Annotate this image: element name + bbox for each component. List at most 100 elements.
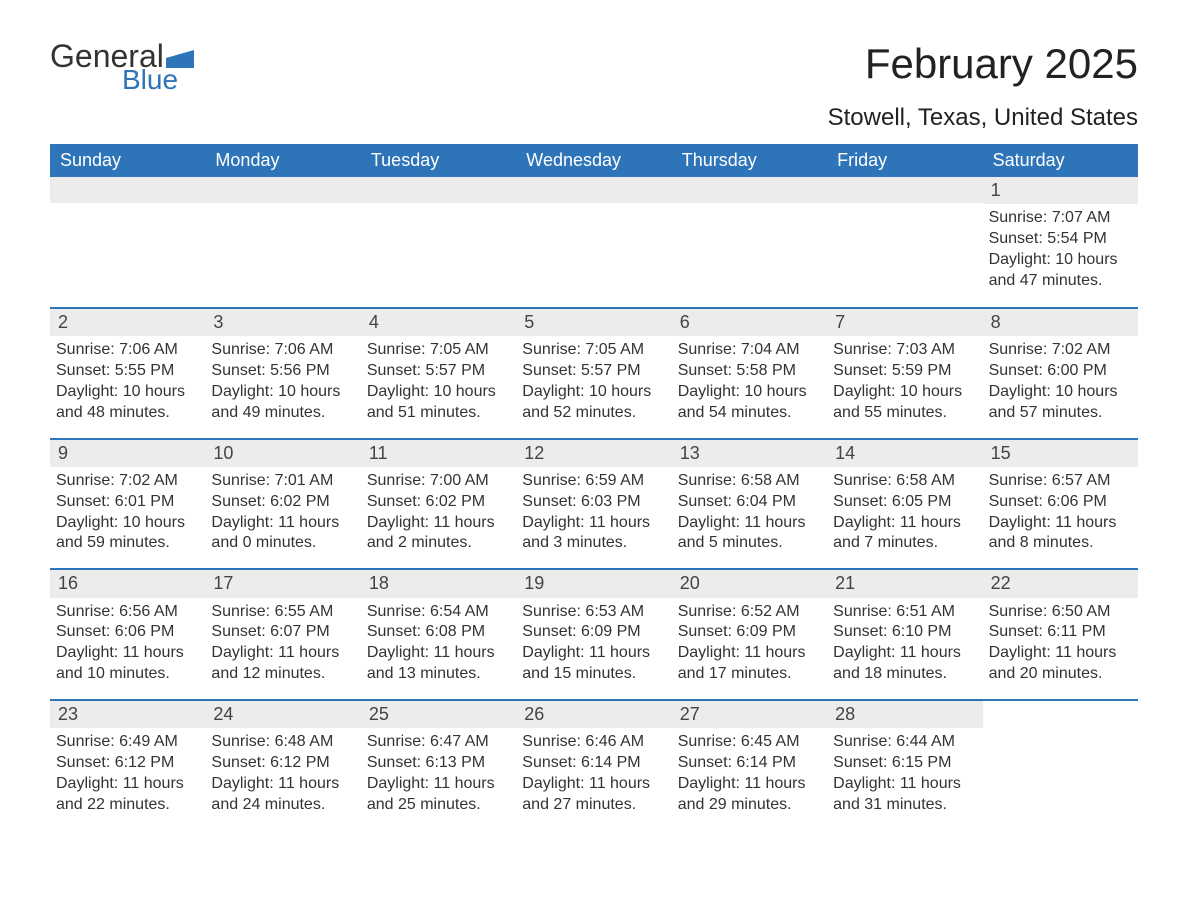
logo: General Blue xyxy=(50,40,194,94)
sunset-text: Sunset: 6:09 PM xyxy=(678,622,821,643)
week-row: 2Sunrise: 7:06 AMSunset: 5:55 PMDaylight… xyxy=(50,307,1138,438)
day-number: 16 xyxy=(50,570,205,597)
day-number: 5 xyxy=(516,309,671,336)
day-cell: 6 Sunrise: 7:04 AMSunset: 5:58 PMDaylight… xyxy=(672,309,827,438)
day-cell: 27Sunrise: 6:45 AMSunset: 6:14 PMDayligh… xyxy=(672,701,827,830)
day-body: Sunrise: 7:06 AMSunset: 5:55 PMDaylight:… xyxy=(50,336,205,437)
sunrise-text: Sunrise: 6:59 AM xyxy=(522,471,665,492)
day-number: 6 xyxy=(672,309,827,336)
daylight-text: Daylight: 11 hours and 22 minutes. xyxy=(56,774,199,816)
day-cell xyxy=(205,177,360,307)
day-cell xyxy=(516,177,671,307)
daylight-text: Daylight: 11 hours and 0 minutes. xyxy=(211,513,354,555)
daylight-text: Daylight: 11 hours and 29 minutes. xyxy=(678,774,821,816)
weekday-header: Thursday xyxy=(672,144,827,177)
sunset-text: Sunset: 6:08 PM xyxy=(367,622,510,643)
day-body: Sunrise: 6:54 AMSunset: 6:08 PMDaylight:… xyxy=(361,598,516,699)
sunrise-text: Sunrise: 6:52 AM xyxy=(678,602,821,623)
day-body: Sunrise: 7:05 AMSunset: 5:57 PMDaylight:… xyxy=(361,336,516,437)
sunset-text: Sunset: 6:06 PM xyxy=(989,492,1132,513)
daylight-text: Daylight: 10 hours and 57 minutes. xyxy=(989,382,1132,424)
day-number: 28 xyxy=(827,701,982,728)
sunrise-text: Sunrise: 7:06 AM xyxy=(56,340,199,361)
sunset-text: Sunset: 6:12 PM xyxy=(211,753,354,774)
calendar: Sunday Monday Tuesday Wednesday Thursday… xyxy=(50,144,1138,829)
day-cell: 22Sunrise: 6:50 AMSunset: 6:11 PMDayligh… xyxy=(983,570,1138,699)
sunrise-text: Sunrise: 6:49 AM xyxy=(56,732,199,753)
day-number-empty xyxy=(205,177,360,203)
sunrise-text: Sunrise: 7:05 AM xyxy=(522,340,665,361)
day-cell: 20Sunrise: 6:52 AMSunset: 6:09 PMDayligh… xyxy=(672,570,827,699)
day-body: Sunrise: 6:58 AMSunset: 6:05 PMDaylight:… xyxy=(827,467,982,568)
sunset-text: Sunset: 6:09 PM xyxy=(522,622,665,643)
day-number: 12 xyxy=(516,440,671,467)
sunset-text: Sunset: 6:12 PM xyxy=(56,753,199,774)
sunrise-text: Sunrise: 6:53 AM xyxy=(522,602,665,623)
sunrise-text: Sunrise: 6:51 AM xyxy=(833,602,976,623)
sunset-text: Sunset: 5:57 PM xyxy=(522,361,665,382)
day-cell xyxy=(361,177,516,307)
weekday-header: Saturday xyxy=(983,144,1138,177)
day-number: 7 xyxy=(827,309,982,336)
day-number: 3 xyxy=(205,309,360,336)
daylight-text: Daylight: 10 hours and 54 minutes. xyxy=(678,382,821,424)
sunrise-text: Sunrise: 7:07 AM xyxy=(989,208,1132,229)
sunset-text: Sunset: 6:10 PM xyxy=(833,622,976,643)
day-body: Sunrise: 6:52 AMSunset: 6:09 PMDaylight:… xyxy=(672,598,827,699)
day-cell: 14Sunrise: 6:58 AMSunset: 6:05 PMDayligh… xyxy=(827,440,982,569)
sunrise-text: Sunrise: 6:55 AM xyxy=(211,602,354,623)
weekday-header: Wednesday xyxy=(516,144,671,177)
daylight-text: Daylight: 11 hours and 3 minutes. xyxy=(522,513,665,555)
daylight-text: Daylight: 10 hours and 52 minutes. xyxy=(522,382,665,424)
day-number: 19 xyxy=(516,570,671,597)
daylight-text: Daylight: 11 hours and 10 minutes. xyxy=(56,643,199,685)
day-cell: 1Sunrise: 7:07 AMSunset: 5:54 PMDaylight… xyxy=(983,177,1138,307)
daylight-text: Daylight: 11 hours and 20 minutes. xyxy=(989,643,1132,685)
weekday-header: Friday xyxy=(827,144,982,177)
day-cell: 18Sunrise: 6:54 AMSunset: 6:08 PMDayligh… xyxy=(361,570,516,699)
week-row: 23Sunrise: 6:49 AMSunset: 6:12 PMDayligh… xyxy=(50,699,1138,830)
day-cell: 15Sunrise: 6:57 AMSunset: 6:06 PMDayligh… xyxy=(983,440,1138,569)
sunrise-text: Sunrise: 6:58 AM xyxy=(833,471,976,492)
sunrise-text: Sunrise: 6:46 AM xyxy=(522,732,665,753)
sunset-text: Sunset: 5:54 PM xyxy=(989,229,1132,250)
day-body: Sunrise: 7:02 AMSunset: 6:01 PMDaylight:… xyxy=(50,467,205,568)
day-cell: 16Sunrise: 6:56 AMSunset: 6:06 PMDayligh… xyxy=(50,570,205,699)
sunset-text: Sunset: 5:58 PM xyxy=(678,361,821,382)
header: General Blue February 2025 xyxy=(50,40,1138,94)
day-cell: 4Sunrise: 7:05 AMSunset: 5:57 PMDaylight… xyxy=(361,309,516,438)
day-number: 24 xyxy=(205,701,360,728)
daylight-text: Daylight: 11 hours and 12 minutes. xyxy=(211,643,354,685)
sunrise-text: Sunrise: 7:04 AM xyxy=(678,340,821,361)
daylight-text: Daylight: 11 hours and 18 minutes. xyxy=(833,643,976,685)
daylight-text: Daylight: 11 hours and 13 minutes. xyxy=(367,643,510,685)
weekday-header: Monday xyxy=(205,144,360,177)
daylight-text: Daylight: 10 hours and 51 minutes. xyxy=(367,382,510,424)
day-body: Sunrise: 6:57 AMSunset: 6:06 PMDaylight:… xyxy=(983,467,1138,568)
daylight-text: Daylight: 11 hours and 25 minutes. xyxy=(367,774,510,816)
sunset-text: Sunset: 6:02 PM xyxy=(211,492,354,513)
sunset-text: Sunset: 6:03 PM xyxy=(522,492,665,513)
sunset-text: Sunset: 6:05 PM xyxy=(833,492,976,513)
day-cell: 8Sunrise: 7:02 AMSunset: 6:00 PMDaylight… xyxy=(983,309,1138,438)
day-cell xyxy=(672,177,827,307)
weekday-header-row: Sunday Monday Tuesday Wednesday Thursday… xyxy=(50,144,1138,177)
day-body: Sunrise: 6:58 AMSunset: 6:04 PMDaylight:… xyxy=(672,467,827,568)
daylight-text: Daylight: 11 hours and 15 minutes. xyxy=(522,643,665,685)
sunrise-text: Sunrise: 7:03 AM xyxy=(833,340,976,361)
daylight-text: Daylight: 11 hours and 24 minutes. xyxy=(211,774,354,816)
sunset-text: Sunset: 6:13 PM xyxy=(367,753,510,774)
daylight-text: Daylight: 10 hours and 55 minutes. xyxy=(833,382,976,424)
day-cell: 2Sunrise: 7:06 AMSunset: 5:55 PMDaylight… xyxy=(50,309,205,438)
day-body: Sunrise: 7:06 AMSunset: 5:56 PMDaylight:… xyxy=(205,336,360,437)
logo-text-blue: Blue xyxy=(122,66,194,94)
day-cell: 23Sunrise: 6:49 AMSunset: 6:12 PMDayligh… xyxy=(50,701,205,830)
sunrise-text: Sunrise: 7:01 AM xyxy=(211,471,354,492)
day-number: 2 xyxy=(50,309,205,336)
day-cell: 5 Sunrise: 7:05 AMSunset: 5:57 PMDaylight… xyxy=(516,309,671,438)
sunset-text: Sunset: 5:59 PM xyxy=(833,361,976,382)
day-number: 11 xyxy=(361,440,516,467)
day-number: 14 xyxy=(827,440,982,467)
sunset-text: Sunset: 6:01 PM xyxy=(56,492,199,513)
day-cell: 25Sunrise: 6:47 AMSunset: 6:13 PMDayligh… xyxy=(361,701,516,830)
